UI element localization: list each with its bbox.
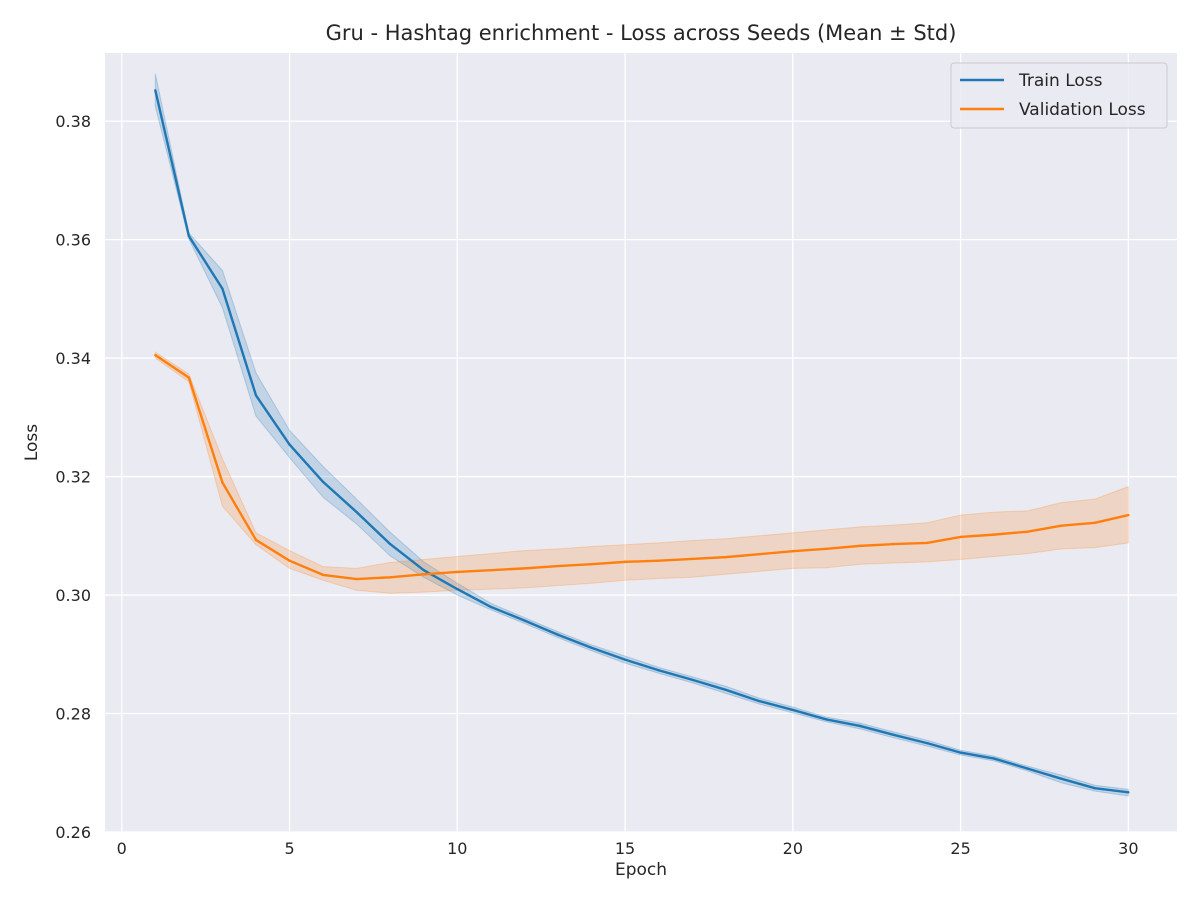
validation-loss-point: [758, 552, 761, 556]
validation-loss-point: [154, 353, 157, 357]
train-loss-point: [959, 751, 962, 754]
train-loss-point: [1127, 791, 1130, 794]
train-loss-std-band: [154, 73, 1129, 797]
x-tick-label: 10: [447, 839, 467, 858]
x-tick-label: 15: [615, 839, 635, 858]
validation-loss-point: [959, 535, 962, 539]
validation-loss-point: [456, 570, 459, 574]
validation-loss-point: [288, 559, 291, 562]
validation-loss-point: [1093, 521, 1096, 524]
legend: Train Loss Validation Loss: [950, 62, 1168, 129]
validation-loss-point: [1060, 524, 1063, 527]
y-tick-label: 0.36: [55, 231, 91, 250]
y-tick-label: 0.26: [55, 823, 91, 842]
x-tick-label: 30: [1118, 839, 1138, 858]
train-loss-point: [556, 633, 560, 636]
y-tick-label: 0.30: [55, 586, 91, 605]
validation-loss-point: [925, 541, 929, 545]
train-loss-point: [321, 480, 325, 484]
validation-loss-point: [254, 538, 258, 542]
train-loss-point: [858, 724, 862, 728]
legend-label-validation-loss: Validation Loss: [1019, 100, 1146, 120]
train-loss-point: [355, 510, 358, 514]
train-loss-point: [992, 757, 996, 760]
validation-loss-point: [1127, 513, 1130, 517]
train-loss-point: [758, 699, 761, 703]
validation-loss-point: [623, 560, 627, 564]
y-axis-label: Loss: [22, 424, 42, 461]
train-loss-point: [825, 718, 828, 721]
validation-loss-point: [791, 550, 795, 553]
plot-area: [105, 53, 1177, 832]
grid-lines: [105, 53, 1177, 833]
legend-box: [950, 62, 1168, 129]
train-loss-point: [791, 708, 795, 712]
validation-loss-point: [590, 563, 593, 566]
train-loss-point: [657, 669, 660, 672]
train-loss-point: [590, 646, 593, 649]
y-tick-label: 0.32: [55, 468, 91, 487]
x-tick-label: 20: [783, 839, 803, 858]
train-loss-point: [388, 542, 392, 546]
validation-loss-point: [388, 576, 392, 579]
validation-loss-point: [321, 573, 325, 577]
validation-loss-line: [154, 354, 1129, 581]
series-lines: [154, 89, 1130, 794]
train-loss-point: [187, 234, 191, 238]
validation-loss-point: [858, 544, 862, 548]
train-loss-point: [690, 678, 694, 681]
validation-loss-point: [556, 564, 560, 568]
validation-loss-point: [422, 573, 425, 576]
train-loss-point: [523, 619, 526, 622]
x-tick-label: 5: [284, 839, 294, 858]
train-loss-point: [1060, 777, 1063, 780]
x-tick-label: 25: [950, 839, 970, 858]
validation-loss-point: [1026, 530, 1029, 533]
chart-title: Gru - Hashtag enrichment - Loss across S…: [326, 21, 957, 45]
validation-loss-point: [657, 559, 660, 562]
tick-labels: 0 5 10 15 20 25 30 0.26 0.28 0.30 0.32 0.34 0.36 0.38: [55, 112, 1138, 858]
validation-loss-point: [355, 577, 358, 581]
train-loss-point: [925, 741, 929, 745]
validation-loss-point: [489, 568, 493, 572]
train-loss-point: [892, 733, 895, 737]
validation-loss-point: [992, 533, 996, 536]
validation-loss-point: [690, 557, 694, 561]
train-loss-point: [456, 587, 459, 591]
validation-loss-point: [523, 567, 526, 570]
train-loss-point: [154, 89, 157, 92]
train-loss-point: [489, 605, 493, 609]
x-axis-label: Epoch: [615, 860, 667, 880]
train-loss-line: [154, 90, 1129, 794]
train-loss-point: [422, 568, 425, 572]
train-loss-point: [724, 688, 727, 692]
train-loss-point: [254, 394, 258, 397]
train-loss-point: [623, 658, 627, 661]
validation-loss-point: [825, 547, 828, 551]
validation-loss-point: [187, 376, 191, 379]
legend-label-train-loss: Train Loss: [1018, 71, 1103, 91]
validation-loss-point: [892, 542, 895, 546]
y-tick-label: 0.38: [55, 112, 91, 131]
x-tick-label: 0: [117, 839, 127, 858]
train-loss-point: [221, 287, 224, 290]
validation-loss-point: [724, 555, 727, 559]
train-loss-point: [1026, 767, 1029, 770]
train-loss-point: [288, 443, 291, 446]
train-loss-point: [1093, 786, 1096, 790]
validation-loss-point: [221, 481, 224, 484]
y-tick-label: 0.34: [55, 349, 91, 368]
y-tick-label: 0.28: [55, 705, 91, 724]
